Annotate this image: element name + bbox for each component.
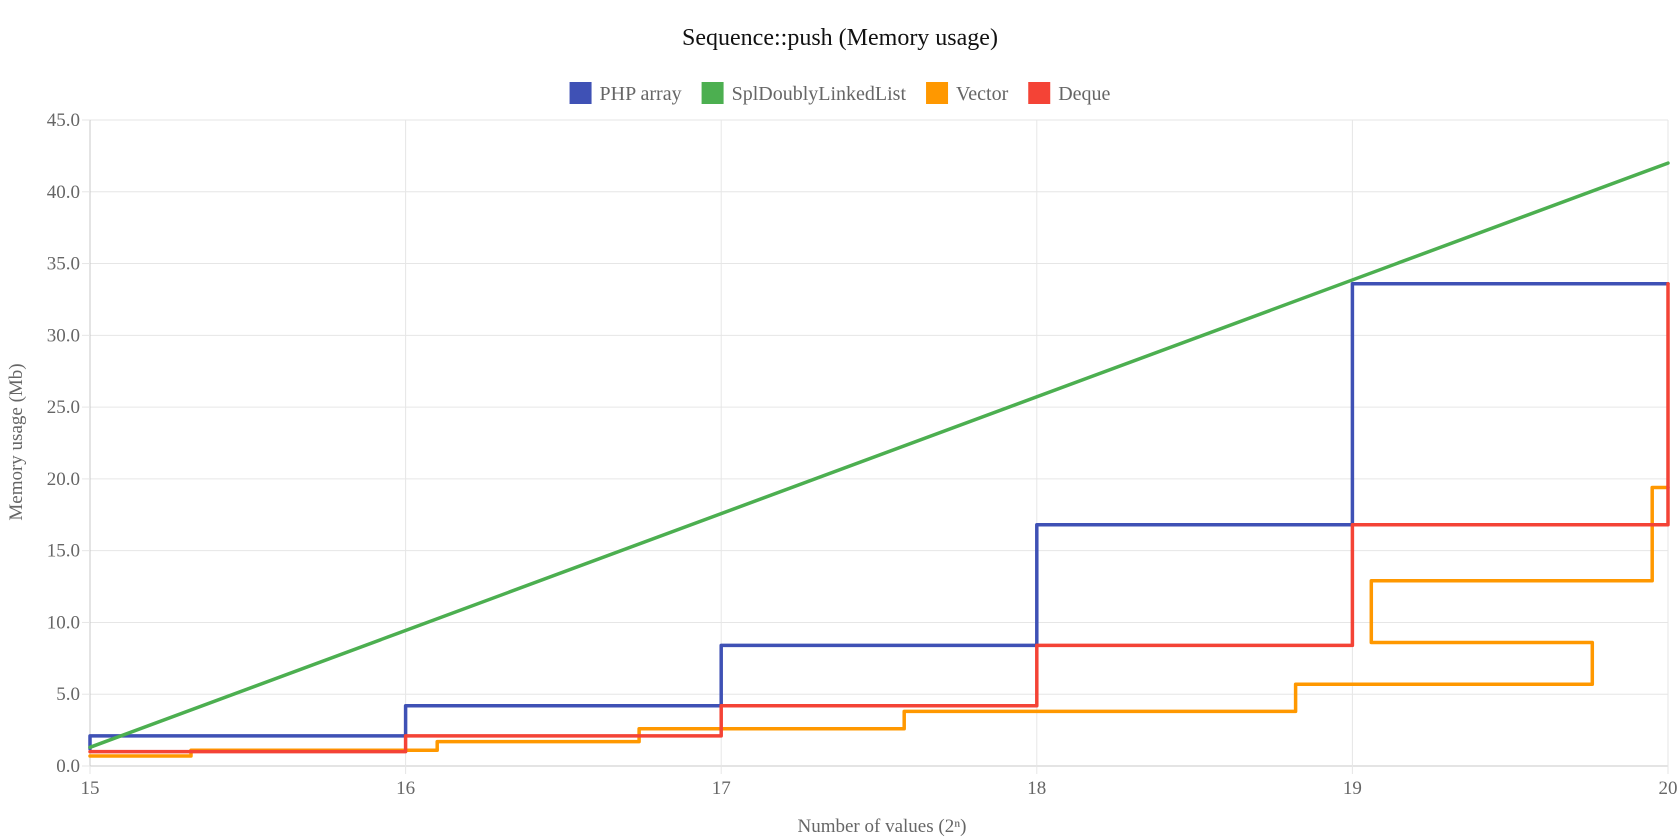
legend: PHP array SplDoublyLinkedList Vector Deque (569, 82, 1111, 105)
legend-swatch (701, 82, 724, 104)
y-tick-label: 45.0 (47, 110, 80, 131)
axes: 0.0 5.0 10.0 15.0 20.0 25.0 30.0 35.0 40.0 45.0 15… (47, 110, 1678, 799)
y-tick-label: 20.0 (47, 469, 80, 490)
x-tick-label: 16 (396, 778, 415, 799)
series-line-php-array (88, 281, 1670, 751)
y-tick-label: 0.0 (56, 756, 80, 777)
y-tick-label: 15.0 (47, 541, 80, 562)
series-line-vector (88, 485, 1670, 758)
legend-label: PHP array (600, 83, 682, 105)
x-tick-label: 15 (81, 778, 100, 799)
legend-label: Vector (956, 83, 1009, 105)
series-lines (88, 161, 1670, 758)
x-axis-title: Number of values (2ⁿ) (797, 816, 966, 837)
legend-swatch (569, 82, 592, 104)
legend-item-deque[interactable]: Deque (1028, 82, 1111, 105)
series-line-deque (88, 281, 1670, 754)
grid (89, 119, 1669, 767)
y-tick-label: 40.0 (47, 182, 80, 203)
legend-swatch (926, 82, 949, 104)
x-tick-label: 19 (1343, 778, 1362, 799)
y-tick-label: 30.0 (47, 325, 80, 346)
x-tick-label: 17 (712, 778, 731, 799)
x-tick-label: 20 (1659, 778, 1678, 799)
y-tick-label: 10.0 (47, 612, 80, 633)
legend-label: SplDoublyLinkedList (732, 83, 907, 105)
x-tick-label: 18 (1027, 778, 1046, 799)
legend-swatch (1028, 82, 1051, 104)
y-tick-label: 25.0 (47, 397, 80, 418)
y-tick-label: 35.0 (47, 254, 80, 275)
legend-label: Deque (1058, 83, 1110, 105)
y-tick-label: 5.0 (56, 684, 80, 705)
series-line-spldoublylinkedlist (88, 161, 1670, 750)
chart-title: Sequence::push (Memory usage) (682, 25, 998, 51)
legend-item-php-array[interactable]: PHP array (569, 82, 682, 105)
legend-item-spldoublylinkedlist[interactable]: SplDoublyLinkedList (701, 82, 907, 105)
y-axis-title: Memory usage (Mb) (6, 363, 27, 520)
legend-item-vector[interactable]: Vector (926, 82, 1009, 105)
